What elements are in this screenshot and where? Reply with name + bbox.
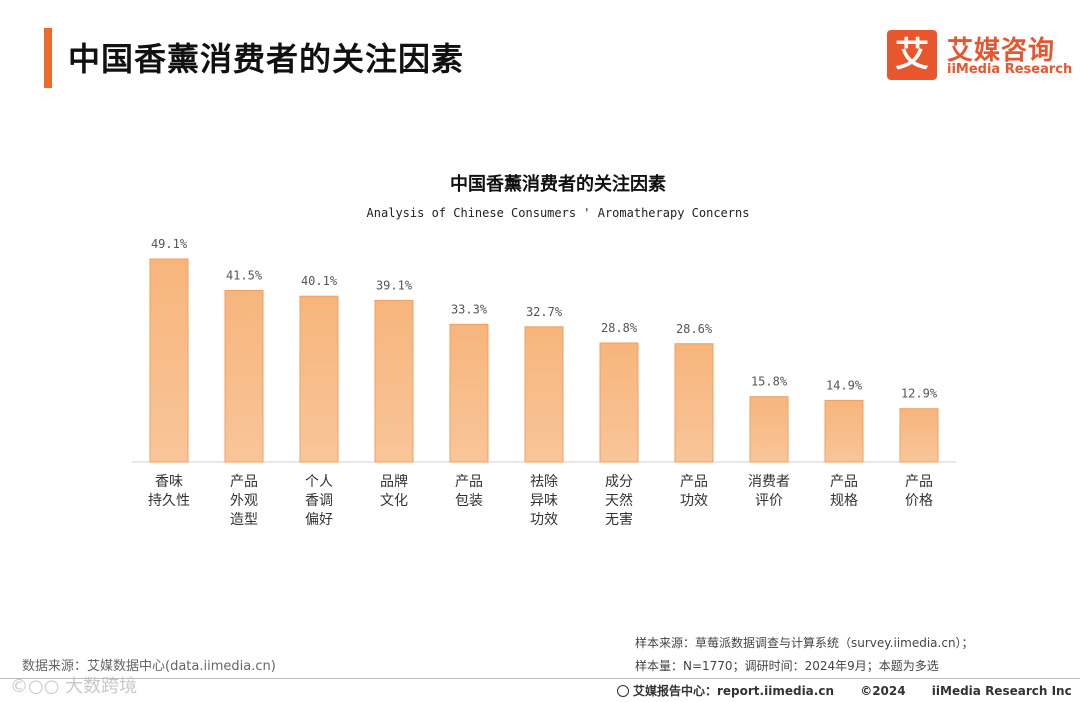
- brand-logo: 艾 艾媒咨询 iiMedia Research: [887, 30, 1072, 82]
- bar-value-label-4: 33.3%: [451, 302, 488, 316]
- category-label-2-2: 偏好: [305, 512, 333, 528]
- category-label-6-1: 天然: [605, 492, 633, 509]
- footer-copyright: ©2024: [860, 684, 906, 698]
- bar-value-label-1: 41.5%: [226, 268, 263, 282]
- category-label-0-1: 持久性: [148, 493, 190, 509]
- bar-6: [599, 342, 639, 463]
- category-label-6-0: 成分: [605, 474, 633, 490]
- bar-2: [299, 295, 339, 463]
- bar-1: [224, 289, 264, 463]
- page-title: 中国香薰消费者的关注因素: [68, 40, 465, 78]
- globe-icon: [617, 685, 629, 697]
- bar-0: [149, 258, 189, 463]
- logo-chinese-name: 艾媒咨询: [947, 36, 1056, 66]
- category-label-2-0: 个人: [305, 474, 333, 490]
- category-label-9-0: 产品: [830, 474, 858, 490]
- footer-report-center: 艾媒报告中心：report.iimedia.cn: [617, 684, 834, 698]
- bar-value-label-6: 28.8%: [601, 321, 638, 335]
- title-accent-bar: [44, 28, 52, 88]
- category-label-3-1: 文化: [380, 493, 408, 509]
- bar-7: [674, 343, 714, 463]
- bar-8: [749, 396, 789, 463]
- category-label-5-2: 功效: [530, 512, 558, 528]
- chart-title: 中国香薰消费者的关注因素: [450, 174, 666, 195]
- category-label-10-0: 产品: [905, 474, 933, 490]
- bar-value-label-0: 49.1%: [151, 237, 188, 251]
- category-label-2-1: 香调: [305, 493, 333, 509]
- bar-value-label-3: 39.1%: [376, 278, 413, 292]
- data-source-note: 数据来源：艾媒数据中心(data.iimedia.cn): [22, 659, 276, 674]
- logo-mark-icon: 艾: [887, 30, 937, 80]
- sample-size-note: 样本量：N=1770；调研时间：2024年9月；本题为多选: [635, 659, 939, 673]
- bar-10: [899, 408, 939, 463]
- sample-source-note: 样本来源：草莓派数据调查与计算系统（survey.iimedia.cn）；: [635, 636, 974, 650]
- watermark: ©○○ 大数跨境: [10, 676, 138, 697]
- category-label-1-1: 外观: [230, 493, 258, 509]
- bar-value-label-7: 28.6%: [676, 322, 713, 336]
- category-label-10-1: 价格: [905, 493, 933, 509]
- bar-value-label-2: 40.1%: [301, 274, 338, 288]
- category-label-8-0: 消费者: [748, 474, 790, 490]
- category-label-0-0: 香味: [155, 474, 183, 490]
- category-label-8-1: 评价: [755, 493, 783, 509]
- category-label-5-1: 异味: [530, 493, 558, 509]
- category-label-7-1: 功效: [680, 493, 708, 509]
- category-label-1-0: 产品: [230, 474, 258, 490]
- category-label-6-2: 无害: [605, 512, 633, 528]
- category-label-3-0: 品牌: [380, 473, 408, 490]
- bar-3: [374, 299, 414, 463]
- footer-divider: [0, 678, 1080, 679]
- category-label-1-2: 造型: [230, 512, 258, 528]
- bar-value-label-10: 12.9%: [901, 387, 938, 401]
- bar-value-label-5: 32.7%: [526, 305, 563, 319]
- bar-5: [524, 326, 564, 463]
- category-label-4-0: 产品: [455, 474, 483, 490]
- bar-value-label-9: 14.9%: [826, 378, 863, 392]
- bar-value-label-8: 15.8%: [751, 375, 788, 389]
- chart-subtitle: Analysis of Chinese Consumers ' Aromathe…: [366, 206, 750, 220]
- category-label-9-1: 规格: [830, 493, 858, 509]
- footer-company: iiMedia Research Inc: [931, 684, 1072, 698]
- bar-4: [449, 323, 489, 463]
- logo-english-name: iiMedia Research: [947, 62, 1073, 77]
- footer: 艾媒报告中心：report.iimedia.cn ©2024 iiMedia R…: [617, 682, 1080, 699]
- category-label-7-0: 产品: [680, 474, 708, 490]
- bar-9: [824, 399, 864, 463]
- category-label-5-0: 祛除: [530, 474, 558, 490]
- category-label-4-1: 包装: [455, 493, 483, 509]
